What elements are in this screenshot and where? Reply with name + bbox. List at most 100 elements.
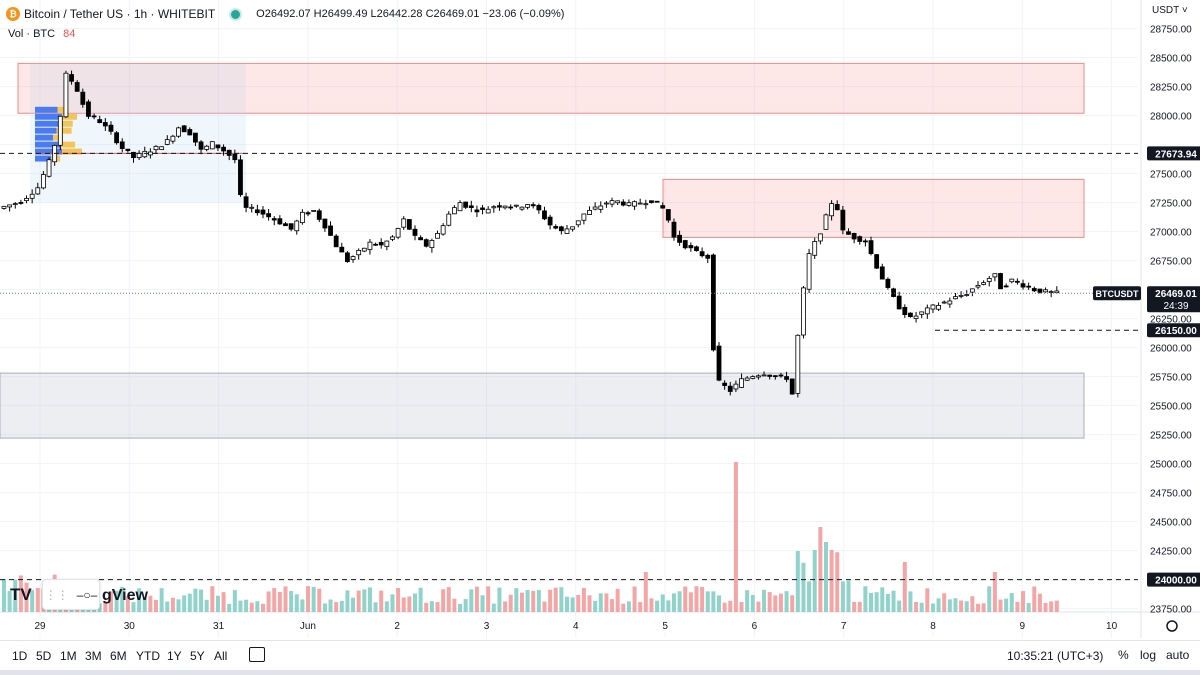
volume-bar	[165, 601, 170, 612]
candle-body	[874, 254, 880, 269]
volume-bar	[1043, 602, 1048, 612]
candle	[333, 234, 339, 248]
volume-bar	[1015, 601, 1020, 612]
volume-bar	[176, 599, 181, 612]
candle-body	[1037, 288, 1043, 293]
candle-body	[457, 202, 463, 212]
candle-body	[131, 151, 136, 159]
volume-bar	[987, 586, 992, 612]
zone-red	[17, 62, 1085, 114]
volume-bar	[964, 601, 969, 612]
log-toggle[interactable]: log	[1140, 648, 1157, 662]
candle-body	[322, 218, 328, 229]
candle	[288, 223, 294, 232]
candle-body	[429, 240, 435, 249]
candle	[829, 200, 835, 221]
currency-selector[interactable]: USDT ˅	[1152, 5, 1188, 16]
candle-body	[553, 226, 559, 229]
range-3m-button[interactable]: 3M	[85, 649, 102, 663]
candle	[1031, 286, 1037, 293]
range-all-button[interactable]: All	[214, 649, 228, 663]
volume-bar	[548, 589, 553, 612]
candle-body	[159, 146, 165, 151]
candle-body	[998, 273, 1003, 290]
volume-bar	[1004, 598, 1009, 612]
volume-bar	[992, 572, 997, 612]
y-tick-label: 25500.00	[1150, 402, 1192, 413]
candle	[249, 203, 255, 213]
date-range-icon[interactable]	[249, 647, 265, 662]
profile-bar-down	[62, 148, 82, 155]
range-5y-button[interactable]: 5Y	[190, 649, 205, 663]
candle	[384, 240, 390, 251]
volume-bar	[108, 591, 113, 612]
volume-bar	[30, 590, 35, 612]
candle	[41, 171, 46, 190]
auto-toggle[interactable]: auto	[1166, 648, 1190, 662]
range-1y-button[interactable]: 1Y	[167, 649, 182, 663]
percent-toggle[interactable]: %	[1118, 648, 1129, 662]
volume-bar	[367, 587, 372, 612]
volume-bar	[643, 572, 648, 612]
candle-body	[18, 202, 24, 204]
y-tick-label: 24750.00	[1150, 489, 1192, 500]
candle-body	[243, 196, 249, 208]
volume-bar	[491, 603, 496, 612]
range-1m-button[interactable]: 1M	[60, 649, 77, 663]
line-tool-icon[interactable]: –○–	[76, 587, 98, 602]
candle	[57, 115, 63, 151]
volume-bar	[418, 587, 423, 612]
volume-bar	[784, 591, 789, 612]
candle	[457, 200, 463, 212]
candle-body	[879, 266, 885, 280]
candle-body	[187, 129, 193, 136]
candle	[1043, 287, 1048, 293]
range-1d-button[interactable]: 1D	[12, 649, 28, 663]
range-ytd-button[interactable]: YTD	[136, 649, 160, 663]
range-5d-button[interactable]: 5D	[36, 649, 52, 663]
candle-body	[739, 378, 744, 388]
volume-bar	[694, 586, 699, 612]
profile-bar-up	[35, 148, 62, 155]
candle-body	[502, 205, 508, 209]
y-tick-label: 27250.00	[1150, 199, 1192, 210]
candle	[181, 124, 187, 133]
volume-bar	[925, 588, 930, 612]
level-tag	[1147, 572, 1200, 587]
candle-body	[801, 287, 806, 336]
candle-body	[744, 377, 750, 381]
candle-body	[221, 146, 226, 152]
volume-bar	[401, 597, 406, 612]
volume-bar	[897, 600, 902, 612]
volume-bar	[35, 587, 40, 612]
drag-handle-icon[interactable]: ⋮⋮	[44, 587, 69, 602]
candle	[840, 205, 846, 235]
candle-body	[254, 209, 260, 214]
volume-bar	[885, 594, 890, 612]
symbol-title[interactable]: Bitcoin / Tether US · 1h · WHITEBIT	[24, 7, 216, 21]
candle-body	[136, 152, 142, 158]
candle-body	[361, 247, 367, 252]
candle	[812, 237, 818, 259]
x-tick-label: 31	[213, 621, 225, 632]
candle	[508, 204, 514, 210]
candle	[587, 206, 592, 215]
profile-bar-down	[61, 141, 76, 148]
candle-body	[339, 246, 345, 253]
volume-bar	[519, 592, 524, 612]
candle-body	[908, 312, 913, 318]
clock-timezone[interactable]: 10:35:21 (UTC+3)	[1007, 649, 1104, 663]
candle-body	[423, 239, 429, 247]
range-6m-button[interactable]: 6M	[110, 649, 127, 663]
drawing-tools-popup[interactable]: ⋮⋮ –○–	[42, 579, 100, 610]
candle-body	[756, 375, 761, 378]
settings-gear-icon[interactable]	[1166, 620, 1178, 632]
x-tick-label: 6	[752, 621, 758, 632]
volume-bar	[204, 599, 209, 612]
candle-body	[86, 101, 91, 117]
y-tick-label: 25000.00	[1150, 460, 1192, 471]
candle-body	[924, 307, 930, 315]
candle-body	[767, 374, 773, 377]
volume-bar	[232, 590, 237, 612]
